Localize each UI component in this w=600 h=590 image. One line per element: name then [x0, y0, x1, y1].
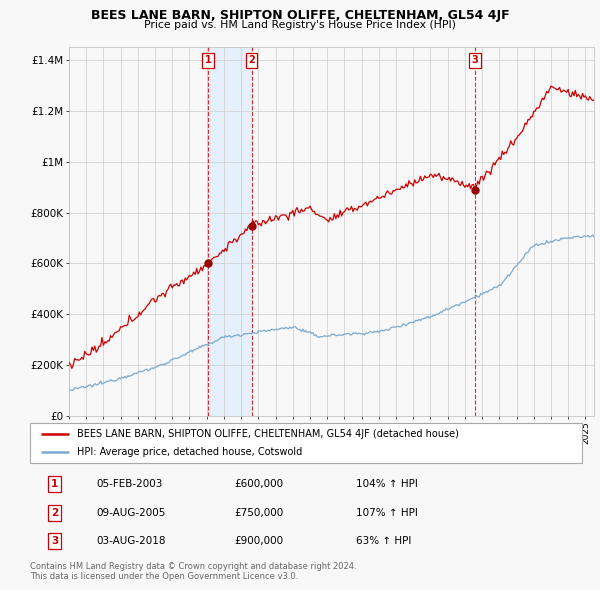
Text: 63% ↑ HPI: 63% ↑ HPI: [356, 536, 411, 546]
FancyBboxPatch shape: [30, 423, 582, 463]
Text: 09-AUG-2005: 09-AUG-2005: [96, 508, 166, 517]
Text: BEES LANE BARN, SHIPTON OLIFFE, CHELTENHAM, GL54 4JF (detached house): BEES LANE BARN, SHIPTON OLIFFE, CHELTENH…: [77, 429, 459, 439]
Text: Contains HM Land Registry data © Crown copyright and database right 2024.
This d: Contains HM Land Registry data © Crown c…: [30, 562, 356, 581]
Text: 1: 1: [205, 55, 212, 65]
Text: HPI: Average price, detached house, Cotswold: HPI: Average price, detached house, Cots…: [77, 447, 302, 457]
Text: 3: 3: [472, 55, 478, 65]
Text: 107% ↑ HPI: 107% ↑ HPI: [356, 508, 418, 517]
Bar: [208, 47, 251, 416]
Text: BEES LANE BARN, SHIPTON OLIFFE, CHELTENHAM, GL54 4JF: BEES LANE BARN, SHIPTON OLIFFE, CHELTENH…: [91, 9, 509, 22]
Text: 104% ↑ HPI: 104% ↑ HPI: [356, 479, 418, 489]
Text: Price paid vs. HM Land Registry's House Price Index (HPI): Price paid vs. HM Land Registry's House …: [144, 20, 456, 30]
Text: 1: 1: [51, 479, 58, 489]
Text: 2: 2: [248, 55, 255, 65]
Text: £750,000: £750,000: [234, 508, 283, 517]
Text: 05-FEB-2003: 05-FEB-2003: [96, 479, 163, 489]
Text: £900,000: £900,000: [234, 536, 283, 546]
Text: £600,000: £600,000: [234, 479, 283, 489]
Text: 03-AUG-2018: 03-AUG-2018: [96, 536, 166, 546]
Text: 2: 2: [51, 508, 58, 517]
Text: 3: 3: [51, 536, 58, 546]
